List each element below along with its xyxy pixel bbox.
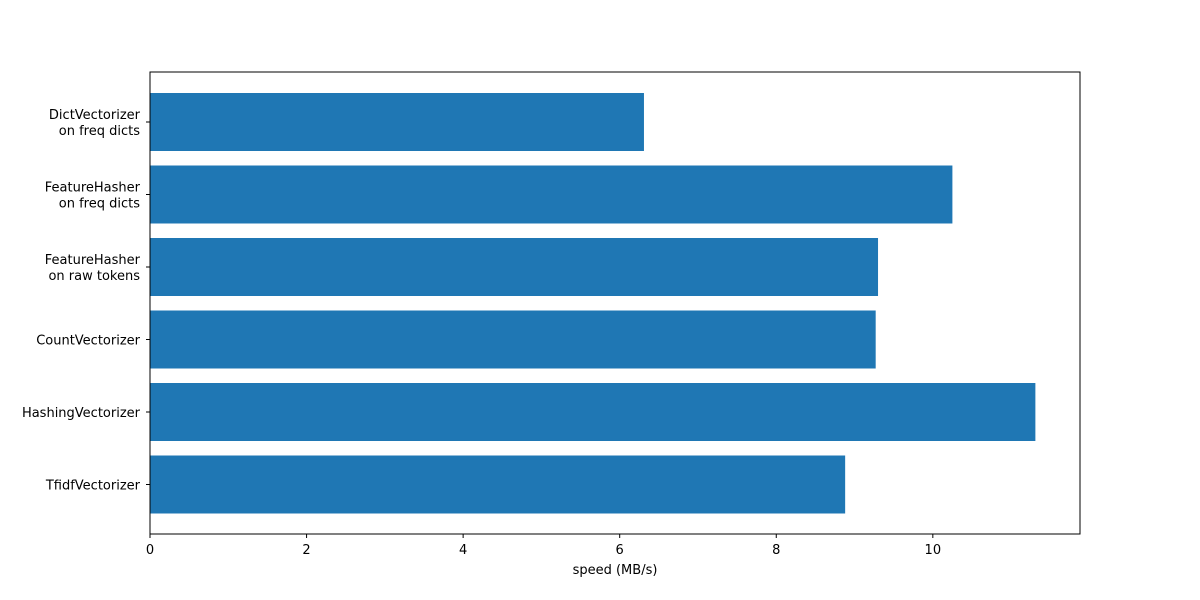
y-tick-label-3: CountVectorizer — [36, 334, 140, 349]
bar-3 — [150, 310, 876, 369]
y-tick-label-line: FeatureHasher — [45, 253, 141, 268]
x-tick-label-3: 6 — [616, 543, 624, 558]
bar-4 — [150, 383, 1036, 441]
bar-0 — [150, 93, 644, 151]
bar-5 — [150, 455, 846, 514]
y-tick-label-line: on raw tokens — [48, 269, 140, 284]
y-tick-label-1: FeatureHasher on freq dicts — [45, 181, 141, 212]
y-tick-label-line: on freq dicts — [59, 197, 140, 212]
y-tick-label-line: on freq dicts — [59, 124, 140, 139]
x-tick-label-1: 2 — [302, 543, 310, 558]
x-axis-label: speed (MB/s) — [573, 563, 658, 578]
x-tick-label-4: 8 — [772, 543, 780, 558]
y-tick-label-5: TfidfVectorizer — [45, 479, 141, 494]
bar-2 — [150, 238, 879, 296]
y-tick-label-0: DictVectorizer on freq dicts — [49, 108, 141, 139]
x-tick-label-2: 4 — [459, 543, 467, 558]
x-tick-label-0: 0 — [146, 543, 154, 558]
plot-frame — [149, 71, 1081, 535]
bars-group — [150, 93, 1036, 514]
y-tick-label-2: FeatureHasher on raw tokens — [45, 253, 141, 284]
y-tick-label-line: CountVectorizer — [36, 334, 140, 349]
x-tick-label-5: 10 — [925, 543, 942, 558]
y-axis-ticks: DictVectorizer on freq dictsFeatureHasher… — [22, 108, 150, 494]
x-axis-ticks: 0 2 4 6 8 10 — [146, 534, 941, 558]
bar-1 — [150, 165, 953, 224]
y-tick-label-line: TfidfVectorizer — [45, 479, 141, 494]
y-tick-label-4: HashingVectorizer — [22, 406, 141, 421]
y-tick-label-line: DictVectorizer — [49, 108, 141, 123]
y-tick-label-line: HashingVectorizer — [22, 406, 141, 421]
y-tick-label-line: FeatureHasher — [45, 181, 141, 196]
